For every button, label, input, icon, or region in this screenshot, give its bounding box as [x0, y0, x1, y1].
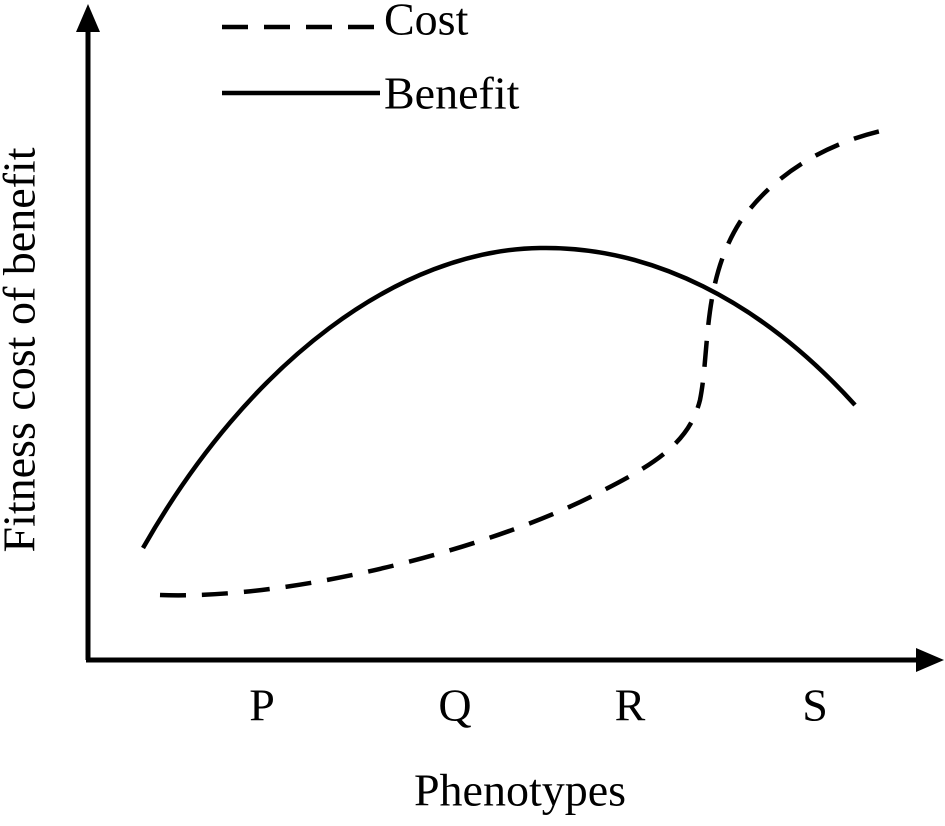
benefit-curve — [141, 245, 857, 550]
x-axis-title: Phenotypes — [414, 765, 626, 816]
legend-label: Cost — [384, 0, 469, 45]
x-category: P — [249, 680, 275, 731]
x-axis-arrow — [916, 648, 944, 672]
legend-label: Benefit — [384, 68, 520, 119]
x-category: Q — [438, 680, 471, 731]
x-category: S — [802, 680, 828, 731]
y-axis-title: Fitness cost of benefit — [0, 147, 45, 552]
y-axis-arrow — [76, 4, 100, 32]
x-category: R — [615, 680, 646, 731]
cost-curve — [159, 127, 886, 598]
